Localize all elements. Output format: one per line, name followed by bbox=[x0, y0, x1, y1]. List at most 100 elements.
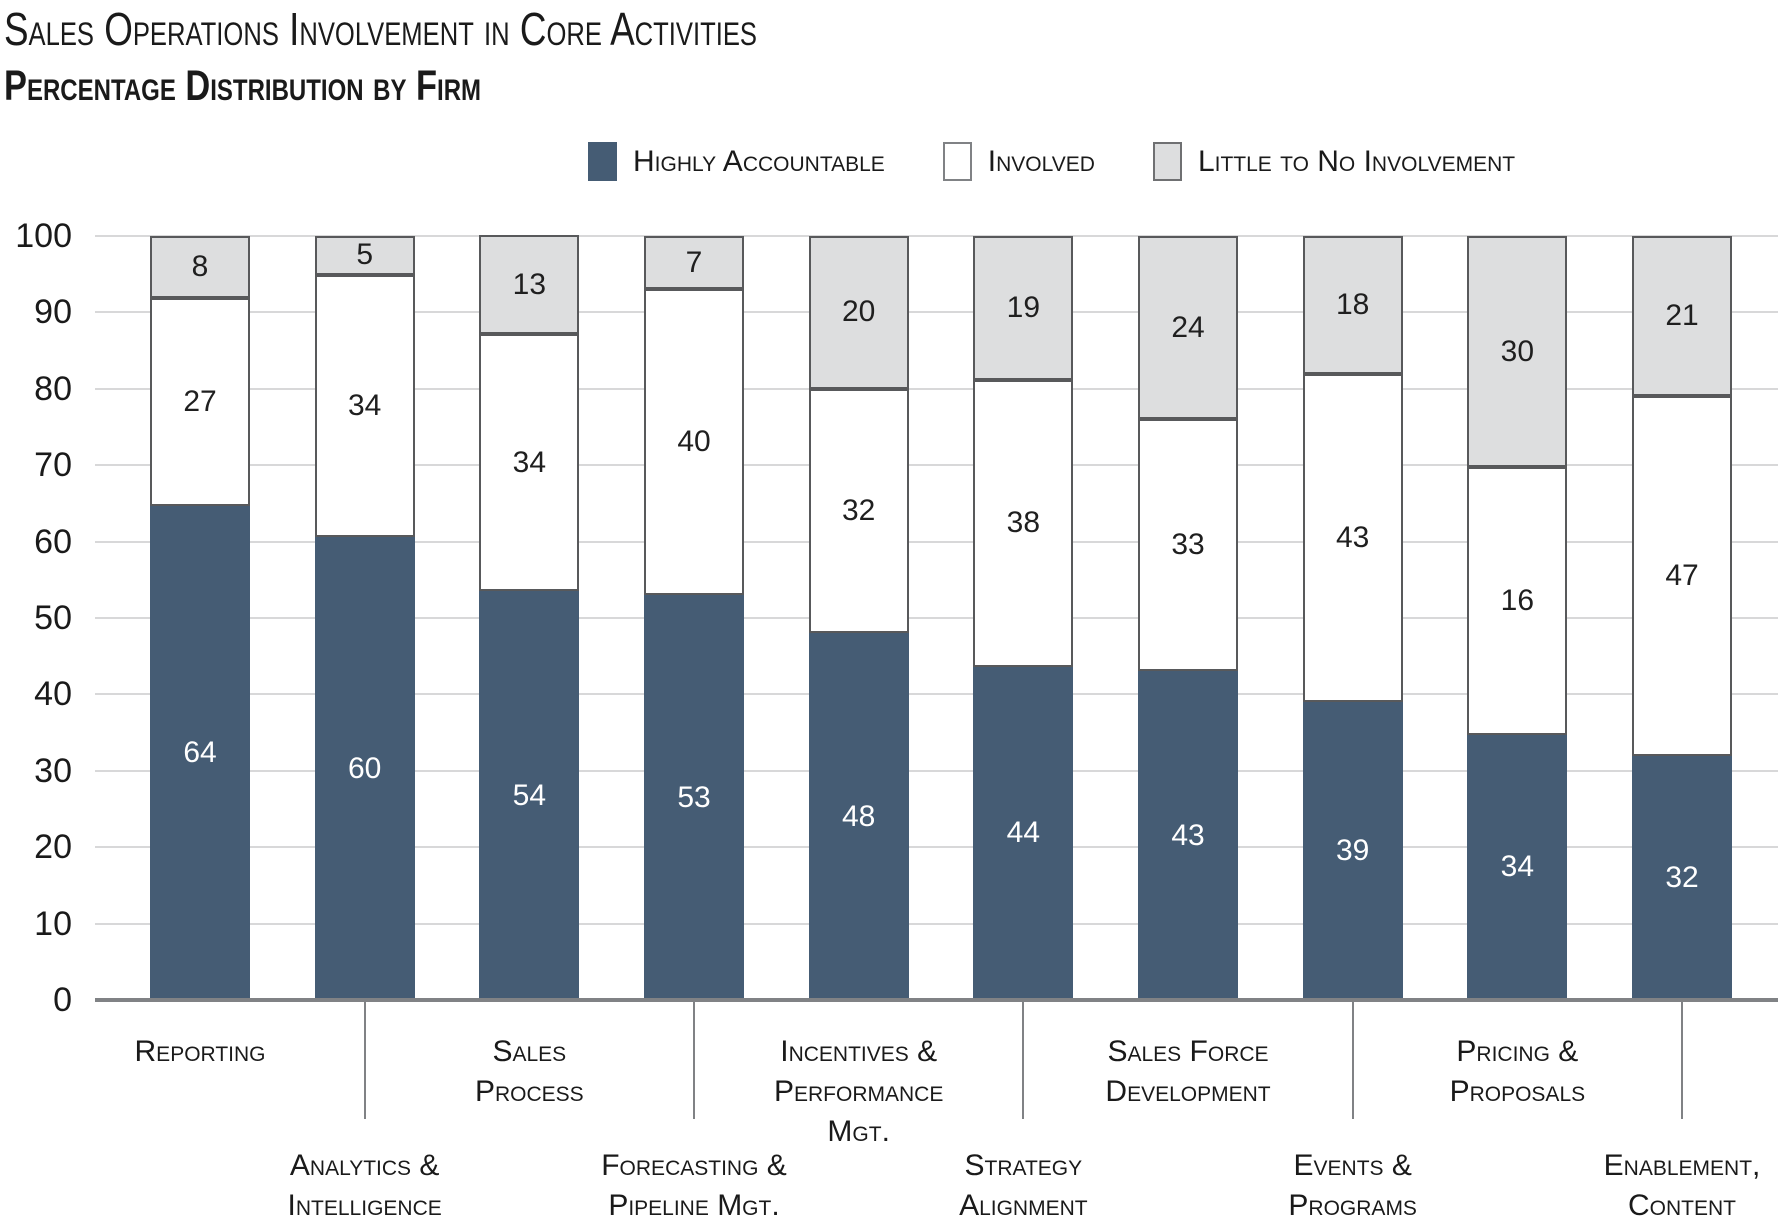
involved-swatch-icon bbox=[942, 142, 972, 181]
bar-value-label: 20 bbox=[841, 295, 876, 329]
bar-value-label: 5 bbox=[356, 238, 373, 272]
y-axis-tick-label: 100 bbox=[15, 217, 72, 255]
bar-value-label: 47 bbox=[1665, 558, 1699, 592]
category-label-events-programs: Events & Programs bbox=[1183, 1146, 1523, 1226]
chart-title: Sales Operations Involvement in Core Act… bbox=[4, 3, 757, 55]
legend: Highly Accountable Involved Little to No I… bbox=[588, 142, 1515, 181]
bar-value-label: 24 bbox=[1171, 310, 1205, 344]
y-axis-tick-label: 0 bbox=[53, 981, 72, 1019]
bar-value-label: 34 bbox=[347, 388, 382, 422]
bar-value-label: 33 bbox=[1171, 528, 1205, 562]
bar-value-label: 19 bbox=[1006, 290, 1041, 324]
bar-segment-involved: 32 bbox=[808, 388, 909, 634]
category-label-sales-force-development: Sales Force Development bbox=[1018, 1032, 1358, 1112]
bar-segment-highly-accountable: 44 bbox=[973, 666, 1074, 1000]
category-label-line: Incentives & bbox=[780, 1035, 938, 1068]
category-label-line: Sales Force bbox=[1107, 1035, 1269, 1068]
bar-value-label: 34 bbox=[1500, 850, 1535, 884]
gridline bbox=[95, 235, 1778, 237]
bar-segment-little-to-no-involvement: 19 bbox=[973, 236, 1074, 380]
bar-value-label: 16 bbox=[1500, 584, 1535, 618]
bar-segment-little-to-no-involvement: 20 bbox=[808, 236, 909, 389]
category-label-line: Development bbox=[1105, 1075, 1271, 1108]
legend-label: Highly Accountable bbox=[633, 144, 885, 178]
category-label-line: Mgt. bbox=[827, 1115, 890, 1148]
bar-segment-highly-accountable: 34 bbox=[1467, 734, 1568, 1000]
gridline bbox=[95, 311, 1778, 314]
category-label-line: Intelligence bbox=[287, 1189, 442, 1222]
category-separator-tick bbox=[693, 1000, 695, 1119]
bar-segment-involved: 33 bbox=[1138, 419, 1239, 672]
gridline bbox=[95, 693, 1778, 696]
category-label-strategy-alignment: Strategy Alignment bbox=[853, 1146, 1193, 1226]
bar-segment-involved: 47 bbox=[1632, 396, 1733, 756]
legend-label: Little to No Involvement bbox=[1197, 144, 1516, 178]
bar-value-label: 54 bbox=[512, 778, 547, 812]
bar-segment-highly-accountable: 60 bbox=[314, 537, 415, 1000]
category-label-line: Pricing & bbox=[1456, 1035, 1579, 1068]
legend-item-involved: Involved bbox=[942, 142, 1095, 181]
bar-segment-little-to-no-involvement: 24 bbox=[1138, 236, 1239, 420]
bar-segment-involved: 43 bbox=[1302, 373, 1403, 703]
y-axis-tick-label: 20 bbox=[34, 828, 72, 867]
bar-segment-highly-accountable: 54 bbox=[479, 591, 580, 1000]
category-label-line: Alignment bbox=[959, 1189, 1088, 1222]
category-label-line: Content bbox=[1628, 1189, 1737, 1222]
bar-segment-highly-accountable: 64 bbox=[150, 506, 250, 1000]
category-label-line: Strategy bbox=[964, 1149, 1083, 1182]
category-separator-tick bbox=[1351, 1000, 1354, 1119]
bar-value-label: 64 bbox=[183, 736, 217, 770]
category-label-enablement-content: Enablement, Content bbox=[1512, 1146, 1786, 1226]
bar-segment-little-to-no-involvement: 8 bbox=[150, 236, 250, 298]
gridline bbox=[95, 922, 1778, 925]
bar-value-label: 18 bbox=[1336, 287, 1370, 321]
category-separator-tick bbox=[363, 1000, 366, 1119]
bar-value-label: 21 bbox=[1665, 299, 1699, 333]
category-label-reporting: Reporting bbox=[30, 1032, 370, 1072]
bar-segment-involved: 40 bbox=[644, 289, 744, 596]
bar-segment-involved: 16 bbox=[1467, 467, 1568, 735]
highly-accountable-swatch-icon bbox=[588, 142, 617, 181]
gridline bbox=[95, 617, 1778, 619]
bar-segment-little-to-no-involvement: 5 bbox=[314, 236, 415, 275]
category-label-line: Enablement, bbox=[1603, 1149, 1761, 1182]
category-label-line: Forecasting & bbox=[601, 1149, 787, 1182]
category-separator-tick bbox=[1022, 1000, 1025, 1119]
y-axis-tick-label: 40 bbox=[34, 675, 72, 714]
gridline bbox=[95, 387, 1778, 390]
bar-value-label: 34 bbox=[512, 445, 547, 479]
category-label-line: Programs bbox=[1288, 1189, 1417, 1222]
bar-value-label: 27 bbox=[183, 385, 217, 419]
gridline bbox=[95, 540, 1778, 543]
bar-value-label: 32 bbox=[841, 494, 876, 528]
bar-segment-little-to-no-involvement: 30 bbox=[1467, 236, 1568, 468]
category-label-line: Pipeline Mgt. bbox=[608, 1189, 780, 1222]
bar-value-label: 43 bbox=[1171, 818, 1205, 852]
y-axis-tick-label: 30 bbox=[34, 751, 72, 790]
bar-value-label: 30 bbox=[1500, 334, 1535, 368]
bar-value-label: 40 bbox=[677, 425, 711, 459]
bar-segment-little-to-no-involvement: 7 bbox=[644, 236, 744, 290]
category-label-forecasting-pipeline-mgt: Forecasting & Pipeline Mgt. bbox=[524, 1146, 864, 1226]
bar-value-label: 38 bbox=[1006, 506, 1041, 540]
gridline bbox=[95, 464, 1778, 467]
bar-segment-highly-accountable: 43 bbox=[1138, 671, 1239, 1000]
bar-value-label: 13 bbox=[512, 267, 547, 301]
category-label-line: Analytics & bbox=[289, 1149, 440, 1182]
category-label-line: Events & bbox=[1293, 1149, 1412, 1182]
bar-value-label: 48 bbox=[841, 799, 876, 833]
category-label-line: Process bbox=[474, 1075, 584, 1108]
y-axis-tick-label: 10 bbox=[34, 904, 72, 943]
category-label-line: Performance bbox=[773, 1075, 944, 1108]
bar-segment-highly-accountable: 32 bbox=[1632, 755, 1733, 1000]
little-to-no-involvement-swatch-icon bbox=[1152, 142, 1182, 181]
bar-value-label: 39 bbox=[1336, 834, 1370, 867]
category-label-sales-process: Sales Process bbox=[359, 1032, 699, 1112]
bar-segment-involved: 34 bbox=[314, 274, 415, 537]
y-axis-tick-label: 70 bbox=[34, 446, 72, 485]
y-axis-tick-label: 60 bbox=[34, 522, 72, 561]
category-label-pricing-proposals: Pricing & Proposals bbox=[1347, 1032, 1687, 1112]
bar-segment-involved: 34 bbox=[479, 333, 580, 592]
bar-value-label: 44 bbox=[1006, 816, 1041, 850]
